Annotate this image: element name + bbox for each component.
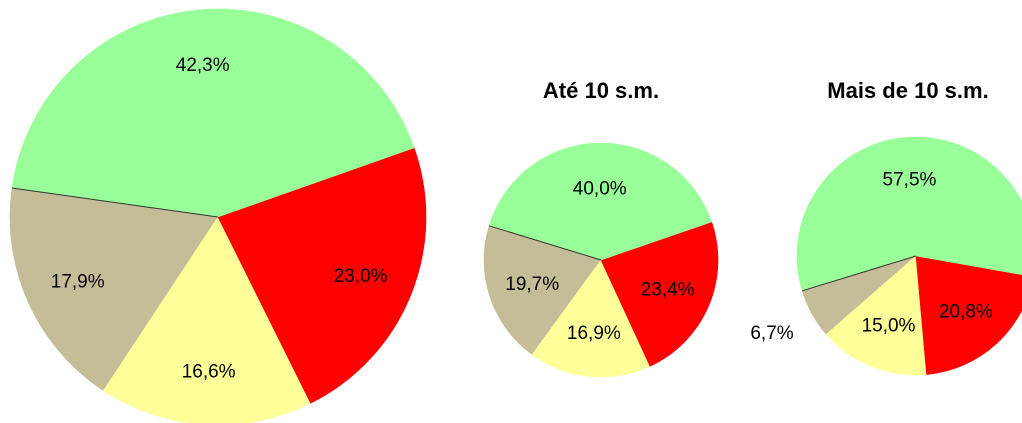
pie-slice: [531, 259, 651, 378]
pie-slice: [600, 221, 719, 367]
slice-label: 16,9%: [567, 323, 621, 344]
slice-label: 6,7%: [750, 323, 793, 344]
pie-title: Mais de 10 s.m.: [827, 78, 988, 103]
pie-slice: [11, 8, 415, 218]
slice-label: 15,0%: [862, 315, 916, 336]
pie-slice: [488, 142, 713, 261]
slice-label: 20,8%: [939, 301, 993, 322]
slice-label: 42,3%: [176, 55, 230, 76]
pie-slice: [796, 136, 1022, 292]
slice-separator: [11, 187, 219, 218]
slice-label: 19,7%: [505, 274, 559, 295]
pie-slice: [217, 147, 427, 404]
slice-label: 23,4%: [641, 279, 695, 300]
slice-separator: [488, 225, 602, 261]
pie-chart-ate-10-sm: Até 10 s.m. 40,0% 23,4% 16,9% 19,7%: [483, 78, 719, 378]
pie-slice: [915, 255, 1022, 375]
slice-label: 23,0%: [334, 266, 388, 287]
slice-label: 16,6%: [182, 362, 236, 383]
slice-label: 40,0%: [573, 178, 627, 199]
pie-slice: [9, 187, 219, 392]
slice-label: 17,9%: [51, 271, 105, 292]
slice-label: 57,5%: [883, 169, 937, 190]
pie-slice: [102, 216, 312, 423]
pie-title: Até 10 s.m.: [543, 78, 659, 103]
slice-separator: [802, 255, 917, 292]
pie-slice: [825, 255, 927, 376]
pie-chart-mais-de-10-sm: Mais de 10 s.m. 57,5% 20,8% 15,0% 6,7%: [750, 78, 1022, 376]
pie-slice: [483, 225, 602, 355]
pie-chart-total: 42,3% 23,0% 16,6% 17,9%: [9, 8, 427, 423]
